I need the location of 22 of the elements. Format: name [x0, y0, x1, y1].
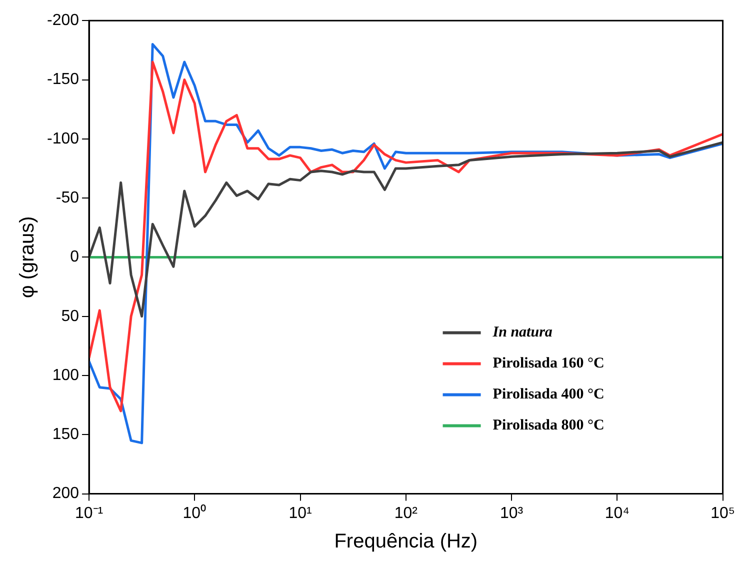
x-axis-title: Frequência (Hz) [334, 530, 478, 553]
y-tick-label: -150 [46, 71, 80, 88]
legend-label: Pirolisada 160 °C [492, 356, 604, 372]
x-tick-label: 10⁵ [710, 504, 736, 522]
legend-label: In natura [492, 324, 553, 341]
x-tick-label: 10² [394, 504, 418, 522]
x-tick-label: 10⁻¹ [74, 504, 104, 522]
y-tick-label: -50 [56, 189, 80, 206]
y-tick-label: 150 [52, 426, 80, 444]
legend-label: Pirolisada 400 °C [492, 386, 604, 403]
y-tick-label: 100 [52, 366, 80, 384]
legend-label: Pirolisada 800 °C [492, 418, 604, 434]
x-tick-label: 10⁰ [182, 504, 207, 522]
x-tick-label: 10⁴ [604, 504, 630, 522]
x-tick-label: 10¹ [288, 504, 312, 522]
y-tick-label: -200 [46, 12, 80, 30]
y-tick-label: -100 [46, 130, 80, 148]
y-tick-label: 200 [52, 485, 80, 502]
y-axis-title: φ (graus) [16, 216, 39, 298]
x-tick-label: 10³ [500, 504, 524, 522]
y-tick-label: 50 [61, 308, 80, 325]
y-tick-label: 0 [70, 248, 80, 266]
